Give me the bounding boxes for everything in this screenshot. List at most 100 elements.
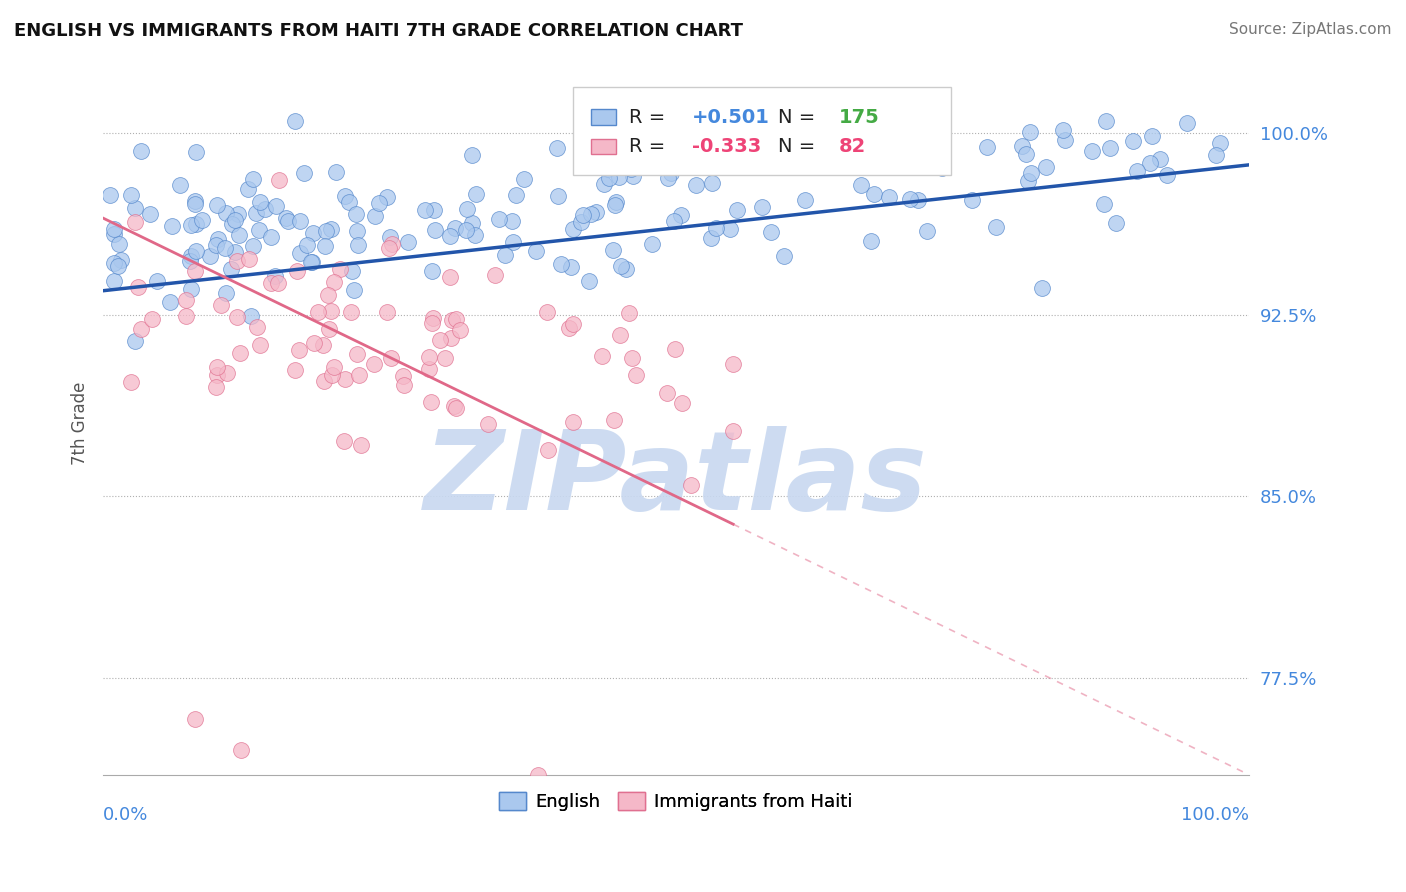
Point xyxy=(621,351,644,366)
Point xyxy=(224,244,246,259)
Point xyxy=(221,261,243,276)
Point xyxy=(718,222,741,236)
Point xyxy=(1105,217,1128,231)
Point xyxy=(877,190,900,204)
Point xyxy=(603,413,626,427)
Point xyxy=(1149,152,1171,166)
Point xyxy=(439,331,461,345)
Point xyxy=(619,306,641,320)
Point xyxy=(224,212,246,227)
Text: N =: N = xyxy=(778,108,821,127)
Point xyxy=(550,257,572,271)
Point xyxy=(238,252,260,266)
Point xyxy=(302,226,325,240)
Point xyxy=(444,312,467,326)
Point xyxy=(461,216,484,230)
Point xyxy=(1205,148,1227,162)
Point xyxy=(378,230,401,244)
Point xyxy=(103,256,125,270)
Point xyxy=(183,197,205,211)
Point xyxy=(124,215,146,229)
Point xyxy=(1092,197,1115,211)
Point xyxy=(333,434,356,448)
Point xyxy=(624,368,647,382)
Point xyxy=(180,219,202,233)
Point xyxy=(441,312,464,326)
Point xyxy=(253,202,276,216)
Point xyxy=(579,207,602,221)
Point xyxy=(1015,146,1038,161)
Point xyxy=(1052,123,1074,137)
Point xyxy=(620,161,643,176)
Point xyxy=(184,194,207,209)
Point xyxy=(314,374,336,388)
Point xyxy=(394,378,416,392)
Point xyxy=(174,293,197,308)
Point xyxy=(721,424,744,438)
Point xyxy=(501,214,523,228)
Point xyxy=(1139,156,1161,170)
Point xyxy=(976,139,998,153)
Point xyxy=(477,417,499,431)
Point xyxy=(794,193,817,207)
Point xyxy=(242,172,264,186)
Point xyxy=(304,335,326,350)
Point xyxy=(536,305,558,319)
Point xyxy=(984,220,1007,235)
Point xyxy=(679,478,702,492)
Point xyxy=(962,193,984,207)
Point xyxy=(574,158,596,172)
Point xyxy=(1122,135,1144,149)
Point xyxy=(418,351,440,365)
Point xyxy=(488,211,510,226)
Point xyxy=(229,346,252,360)
Point xyxy=(766,149,789,163)
Point xyxy=(461,148,484,162)
Point xyxy=(1031,281,1053,295)
Point xyxy=(927,140,949,154)
Point xyxy=(702,176,724,190)
Point xyxy=(378,241,401,255)
Point xyxy=(484,268,506,282)
Point xyxy=(339,305,361,319)
Point xyxy=(759,225,782,239)
Point xyxy=(179,253,201,268)
Point xyxy=(340,264,363,278)
Point xyxy=(333,189,356,203)
Point xyxy=(169,178,191,192)
Point xyxy=(288,246,311,260)
Point xyxy=(121,188,143,202)
Legend: English, Immigrants from Haiti: English, Immigrants from Haiti xyxy=(492,784,860,818)
Point xyxy=(862,187,884,202)
Point xyxy=(434,351,457,366)
Point xyxy=(214,241,236,255)
Point xyxy=(375,190,398,204)
Point xyxy=(205,368,228,382)
Point xyxy=(211,298,233,312)
Point xyxy=(290,214,312,228)
Point xyxy=(318,322,340,336)
Point xyxy=(418,362,440,376)
Text: 0.0%: 0.0% xyxy=(103,806,149,824)
Point xyxy=(443,399,465,413)
Text: 175: 175 xyxy=(838,108,879,127)
Point xyxy=(314,239,336,253)
Point xyxy=(904,159,927,173)
Point xyxy=(572,155,595,169)
Point xyxy=(1175,116,1198,130)
Point xyxy=(422,311,444,326)
Point xyxy=(685,178,707,193)
Point xyxy=(184,217,207,231)
Y-axis label: 7th Grade: 7th Grade xyxy=(72,382,89,466)
Point xyxy=(221,217,243,231)
Point xyxy=(375,304,398,318)
Point xyxy=(446,401,468,415)
Point xyxy=(267,173,290,187)
Point xyxy=(129,322,152,336)
Point xyxy=(287,264,309,278)
Point xyxy=(277,214,299,228)
Point xyxy=(859,234,882,248)
Point xyxy=(657,152,679,166)
Point xyxy=(527,767,550,781)
Text: R =: R = xyxy=(628,137,672,156)
